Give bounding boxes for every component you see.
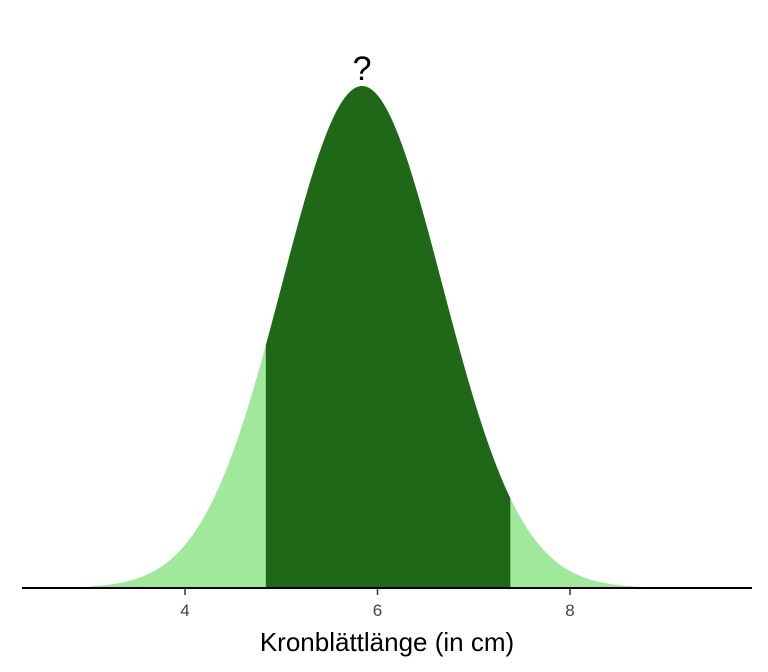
x-tick-label: 4	[180, 601, 189, 620]
x-tick-label: 8	[565, 601, 574, 620]
peak-annotation: ?	[353, 50, 372, 88]
x-axis-title: Kronblättlänge (in cm)	[260, 627, 514, 657]
x-axis-ticks: 4 6 8	[180, 588, 575, 620]
x-tick-label: 6	[373, 601, 382, 620]
highlight-area	[265, 86, 511, 588]
